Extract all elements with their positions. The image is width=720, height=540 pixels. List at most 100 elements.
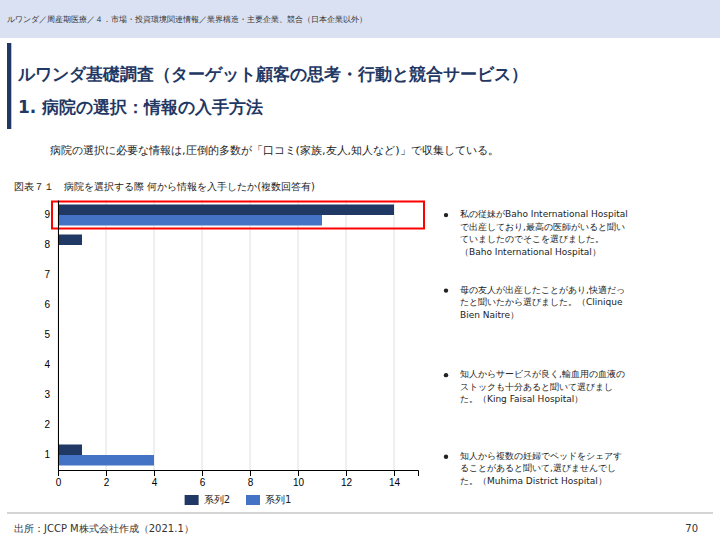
grid-line	[394, 200, 395, 470]
y-axis-line	[58, 201, 59, 471]
grid-line	[346, 200, 347, 470]
y-tick: 4	[44, 359, 58, 370]
bullet-dot	[444, 213, 448, 217]
x-tick: 6	[200, 470, 206, 488]
y-tick-label: 2	[44, 419, 50, 430]
legend: 系列2 系列1	[185, 494, 292, 505]
bullet-text: 私の従妹がBaho International Hospital で出産しており,…	[460, 209, 628, 257]
x-tick-label: 4	[152, 477, 158, 488]
bullet-text: 知人からサービスが良く,輸血用の血液のストックも十分あると聞いて選びました。（K…	[460, 369, 625, 404]
bar	[58, 215, 322, 226]
x-tick-mark	[58, 470, 59, 476]
bullet-dot	[444, 373, 448, 377]
bar-series	[58, 215, 322, 466]
x-tick-mark	[394, 470, 395, 476]
bars	[58, 205, 394, 466]
y-tick: 3	[44, 389, 58, 400]
x-tick-label: 6	[200, 477, 206, 488]
y-tick-label: 6	[44, 299, 50, 310]
y-axis: 1 2 3 4 5 6 7 8 9	[44, 201, 58, 471]
y-tick: 8	[44, 239, 58, 250]
bullet-line: ることがあると聞いて,選びませんでし	[460, 463, 616, 473]
bullet-dot	[444, 288, 448, 292]
footer-rule	[7, 513, 713, 514]
highlight-box	[52, 202, 424, 229]
y-tick-label: 1	[44, 449, 50, 460]
grid-line	[154, 200, 155, 470]
bar	[58, 445, 82, 456]
page-title: 1. 病院の選択：情報の入手方法	[18, 97, 263, 117]
x-tick: 4	[152, 470, 158, 488]
x-tick-label: 12	[341, 477, 353, 488]
x-tick: 12	[341, 470, 353, 488]
bullet-line: 私の従妹がBaho International Hospital	[460, 209, 628, 219]
legend-item: 系列2	[185, 494, 230, 505]
bullet-line: 母の友人が出産したことがあり,快適だっ	[460, 285, 625, 295]
bullet-text: 母の友人が出産したことがあり,快適だったと聞いたから選びました。（Cliniqu…	[460, 285, 625, 320]
x-tick-label: 14	[389, 477, 401, 488]
bullet-text: 知人から複数の妊婦でベッドをシェアすることがあると聞いて,選びませんでした。（M…	[460, 451, 622, 486]
grid	[58, 200, 394, 470]
bullet-line: で出産しており,最高の医師がいると聞い	[460, 222, 625, 232]
x-tick: 10	[293, 470, 305, 488]
bar-series	[58, 205, 394, 456]
y-tick: 2	[44, 419, 58, 430]
x-tick-mark	[346, 470, 347, 476]
y-tick: 9	[44, 209, 58, 220]
chart-title: 図表７１ 病院を選択する際 何から情報を入手したか(複数回答有)	[14, 181, 315, 192]
bullet-line: た。（King Faisal Hospital）	[460, 394, 583, 404]
x-tick: 0	[56, 470, 62, 488]
y-tick: 6	[44, 299, 58, 310]
y-tick: 7	[44, 269, 58, 280]
y-tick-label: 4	[44, 359, 50, 370]
x-tick: 8	[248, 470, 254, 488]
page-title: ルワンダ基礎調査（ターゲット顧客の思考・行動と競合サービス）	[17, 64, 528, 84]
grid-line	[250, 200, 251, 470]
legend-item: 系列1	[246, 494, 291, 505]
header-strip	[0, 0, 720, 38]
x-tick-mark	[106, 470, 107, 476]
x-tick-label: 0	[56, 477, 62, 488]
y-tick: 1	[44, 449, 58, 460]
grid-line	[202, 200, 203, 470]
plot: 02468101214123456789	[44, 200, 424, 488]
bullet-line: た。（Muhima District Hospital）	[460, 476, 607, 486]
bullet-dot	[444, 455, 448, 459]
legend-label: 系列1	[265, 494, 291, 505]
page: ルワンダ／周産期医療／４．市場・投資環境関連情報／業界構造・主要企業、競合（日本…	[0, 0, 720, 540]
bar	[58, 205, 394, 216]
header-text: ルワンダ／周産期医療／４．市場・投資環境関連情報／業界構造・主要企業、競合（日本…	[7, 15, 367, 24]
legend-swatch	[185, 495, 199, 505]
x-tick-mark	[298, 470, 299, 476]
bullet-line: ていましたのでそこを選びました。	[460, 234, 604, 244]
x-tick-mark	[154, 470, 155, 476]
grid-line	[298, 200, 299, 470]
y-tick-label: 8	[44, 239, 50, 250]
y-tick-label: 5	[44, 329, 50, 340]
bullet-line: （Baho International Hospital）	[460, 247, 601, 257]
y-tick: 5	[44, 329, 58, 340]
bullet-line: たと聞いたから選びました。（Clinique	[460, 297, 623, 307]
legend-label: 系列2	[204, 494, 230, 505]
bullet-line: ストックも十分あると聞いて選びまし	[460, 382, 613, 392]
y-tick-label: 9	[44, 209, 50, 220]
title-bar	[7, 43, 11, 129]
x-tick-label: 2	[104, 477, 110, 488]
grid-line	[58, 200, 59, 470]
subtitle: 病院の選択に必要な情報は,圧倒的多数が「口コミ(家族,友人,知人など)」で収集し…	[50, 144, 499, 157]
x-tick-mark	[202, 470, 203, 476]
y-tick-label: 3	[44, 389, 50, 400]
bullet-line: 知人から複数の妊婦でベッドをシェアす	[460, 451, 622, 461]
page-number: 70	[685, 523, 698, 534]
bar	[58, 455, 154, 466]
x-tick: 2	[104, 470, 110, 488]
x-tick-label: 8	[248, 477, 254, 488]
y-tick-label: 7	[44, 269, 50, 280]
footer-text: 出所：JCCP M株式会社作成（2021.1）	[14, 523, 194, 534]
bullet-line: Bien Naitre）	[460, 310, 519, 320]
legend-swatch	[246, 495, 260, 505]
x-tick-label: 10	[293, 477, 305, 488]
x-axis: 0 2 4 6 8 10 12 14	[56, 470, 419, 488]
x-axis-line	[59, 471, 419, 477]
bullet-line: 知人からサービスが良く,輸血用の血液の	[460, 369, 625, 379]
